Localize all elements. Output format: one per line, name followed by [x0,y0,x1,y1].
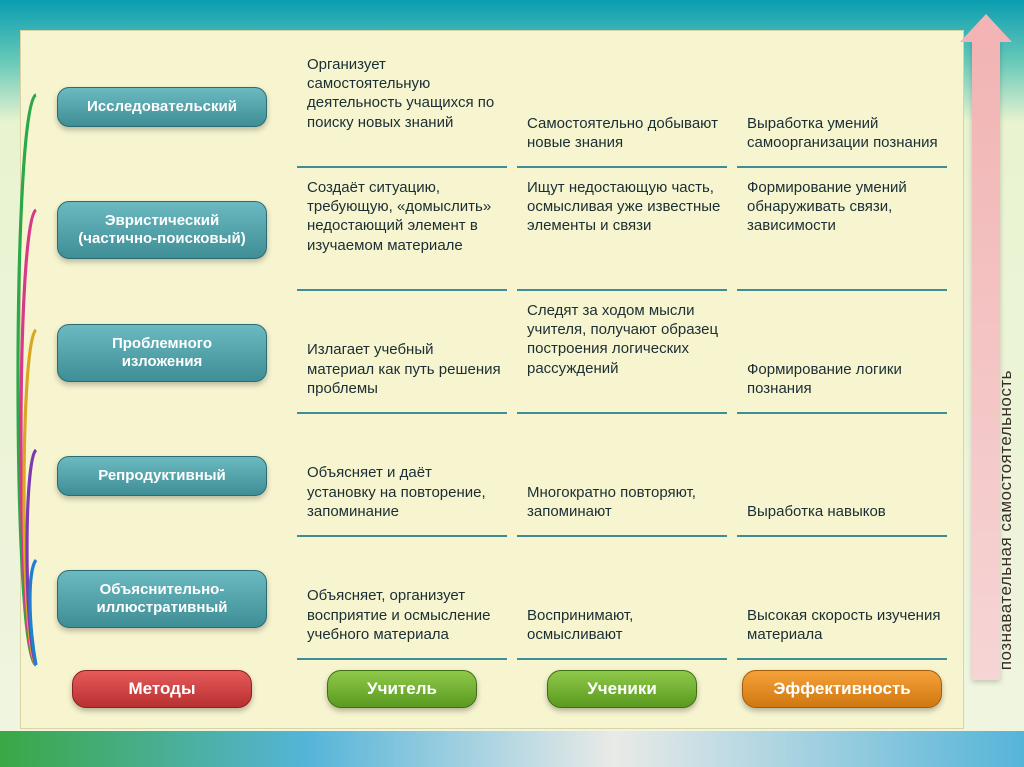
footer-row: Методы Учитель Ученики Эффективность [37,660,947,718]
cell-students: Ищут недостающую часть, осмысливая уже и… [517,168,727,291]
cell-effect: Формирование логики познания [737,291,947,414]
cell-students: Следят за ходом мысли учителя, получают … [517,291,727,414]
cell-teacher: Объясняет, организует восприятие и осмыс… [297,537,507,660]
footer-pill-methods: Методы [72,670,252,708]
cell-effect: Высокая скорость изучения материала [737,537,947,660]
cell-effect: Формирование умений обнаруживать связи, … [737,168,947,291]
method-pill-explanatory: Объяснительно-иллюстративный [57,570,267,628]
footer-pill-teacher: Учитель [327,670,477,708]
cell-teacher: Организует самостоятельную деятельность … [297,45,507,168]
cell-students: Многократно повторяют, запоминают [517,414,727,537]
method-cell: Объяснительно-иллюстративный [37,537,287,660]
footer-pill-effect: Эффективность [742,670,942,708]
method-pill-reproductive: Репродуктивный [57,456,267,496]
decorative-footer-strip [0,731,1024,767]
cell-teacher: Объясняет и даёт установку на повторение… [297,414,507,537]
method-cell: Репродуктивный [37,414,287,537]
cell-students: Самостоятельно добывают новые знания [517,45,727,168]
cell-effect: Выработка навыков [737,414,947,537]
footer-pill-students: Ученики [547,670,697,708]
method-cell: Исследовательский [37,45,287,168]
method-cell: Проблемного изложения [37,291,287,414]
cell-students: Воспринимают, осмысливают [517,537,727,660]
cognition-arrow-label: познавательная самостоятельность [996,370,1016,670]
method-pill-research: Исследовательский [57,87,267,127]
cell-effect: Выработка умений самоорганизации познани… [737,45,947,168]
diagram-panel: Исследовательский Организует самостоятел… [20,30,964,729]
cell-teacher: Излагает учебный материал как путь решен… [297,291,507,414]
method-cell: Эвристический (частично-поисковый) [37,168,287,291]
method-pill-heuristic: Эвристический (частично-поисковый) [57,201,267,259]
method-pill-problem: Проблемного изложения [57,324,267,382]
cell-teacher: Создаёт ситуацию, требующую, «домыслить»… [297,168,507,291]
